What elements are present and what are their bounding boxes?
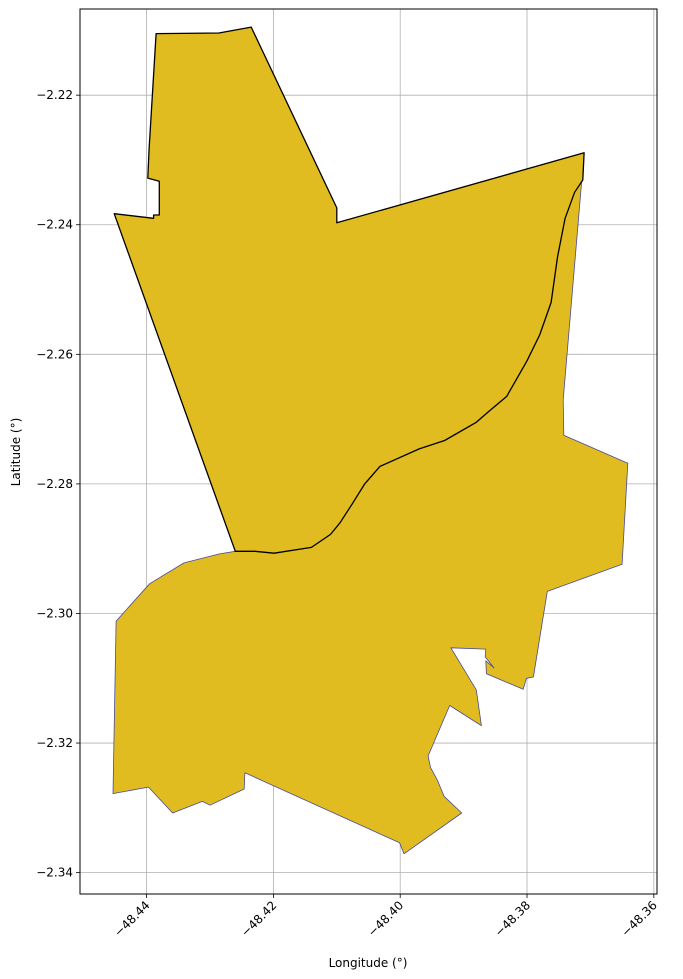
x-axis-label: Longitude (°) — [329, 956, 408, 970]
regions — [112, 26, 629, 855]
y-tick-label: −2.34 — [36, 866, 73, 880]
y-tick-label: −2.28 — [36, 477, 73, 491]
y-tick-label: −2.26 — [36, 347, 73, 361]
y-tick-label: −2.30 — [36, 606, 73, 620]
x-tick-label: −48.42 — [238, 898, 279, 939]
y-tick-label: −2.24 — [36, 218, 73, 232]
axes-frame — [79, 8, 658, 895]
x-tick-label: −48.38 — [492, 898, 533, 939]
x-tick-label: −48.44 — [111, 898, 152, 939]
north-region — [113, 26, 585, 554]
y-tick-label: −2.22 — [36, 88, 73, 102]
y-axis-label: Latitude (°) — [9, 418, 23, 487]
x-tick-label: −48.36 — [619, 898, 660, 939]
x-tick-label: −48.40 — [365, 898, 406, 939]
y-tick-label: −2.32 — [36, 736, 73, 750]
